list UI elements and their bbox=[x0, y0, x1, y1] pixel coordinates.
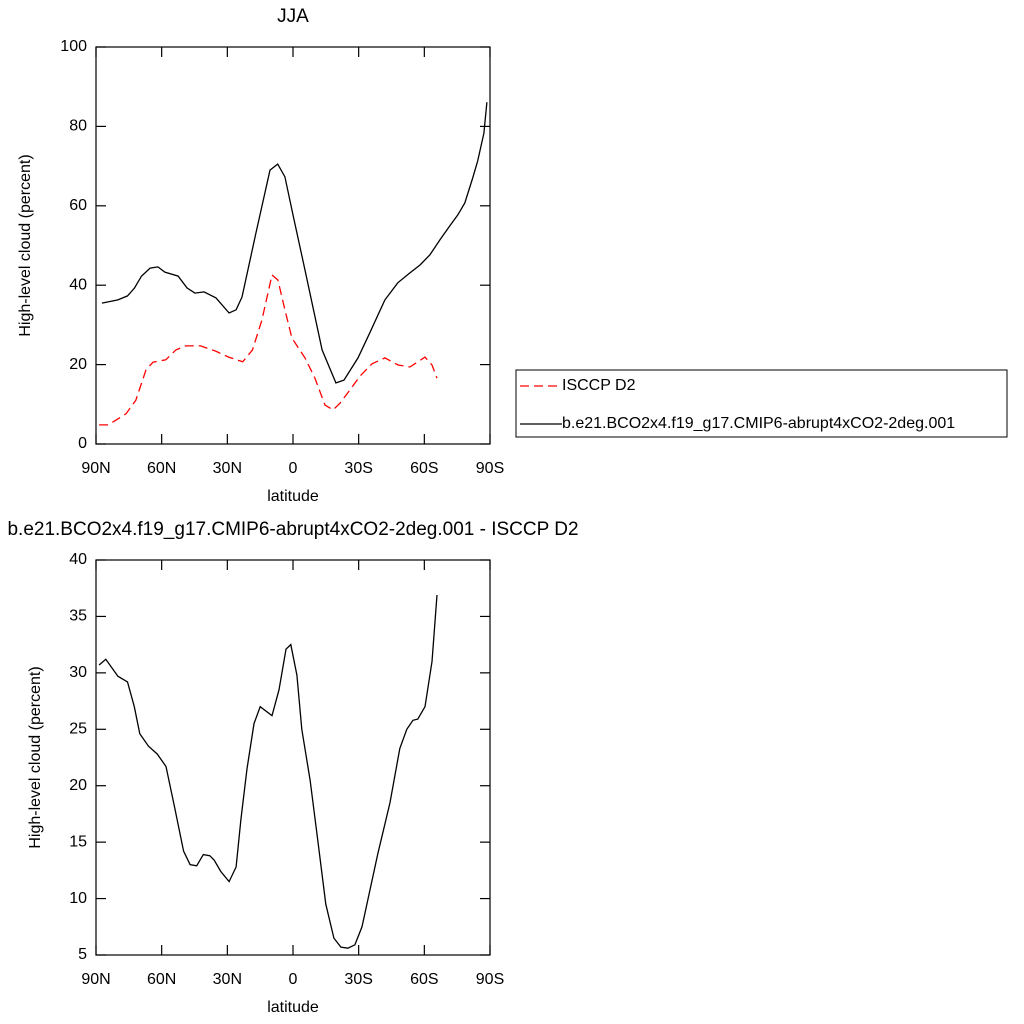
plot-frame bbox=[95, 46, 491, 445]
data-line bbox=[98, 594, 438, 949]
x-axis-label: latitude bbox=[267, 999, 319, 1016]
x-axis-label: latitude bbox=[267, 488, 319, 505]
x-tick-label: 30N bbox=[213, 971, 242, 988]
x-tick-label: 30N bbox=[213, 460, 242, 477]
x-tick-label: 30S bbox=[344, 971, 372, 988]
y-axis-label: High-level cloud (percent) bbox=[17, 154, 34, 336]
y-tick-label: 10 bbox=[69, 890, 87, 907]
chart-title: b.e21.BCO2x4.f19_g17.CMIP6-abrupt4xCO2-2… bbox=[7, 519, 578, 540]
y-tick-label: 80 bbox=[69, 118, 87, 135]
x-tick-label: 0 bbox=[289, 460, 298, 477]
y-tick-label: 15 bbox=[69, 833, 87, 850]
y-tick-label: 0 bbox=[78, 435, 87, 452]
plot-frame bbox=[95, 559, 491, 956]
legend-label: ISCCP D2 bbox=[562, 377, 636, 394]
x-tick-label: 60S bbox=[410, 460, 438, 477]
data-line bbox=[99, 273, 438, 426]
y-tick-label: 5 bbox=[78, 946, 87, 963]
y-tick-label: 35 bbox=[69, 608, 87, 625]
y-tick-label: 100 bbox=[60, 38, 87, 55]
x-tick-label: 60N bbox=[147, 971, 176, 988]
x-tick-label: 90N bbox=[81, 460, 110, 477]
x-tick-label: 90S bbox=[476, 971, 504, 988]
y-tick-label: 60 bbox=[69, 197, 87, 214]
y-tick-label: 25 bbox=[69, 721, 87, 738]
legend-box bbox=[515, 369, 1008, 438]
legend-label: b.e21.BCO2x4.f19_g17.CMIP6-abrupt4xCO2-2… bbox=[562, 415, 955, 432]
data-line bbox=[101, 102, 488, 384]
y-tick-label: 20 bbox=[69, 356, 87, 373]
y-tick-label: 30 bbox=[69, 664, 87, 681]
x-tick-label: 0 bbox=[289, 971, 298, 988]
y-axis-label: High-level cloud (percent) bbox=[27, 666, 44, 848]
x-tick-label: 30S bbox=[344, 460, 372, 477]
x-tick-label: 90N bbox=[81, 971, 110, 988]
y-tick-label: 40 bbox=[69, 276, 87, 293]
y-tick-label: 40 bbox=[69, 551, 87, 568]
x-tick-label: 60S bbox=[410, 971, 438, 988]
x-tick-label: 60N bbox=[147, 460, 176, 477]
y-tick-label: 20 bbox=[69, 777, 87, 794]
x-tick-label: 90S bbox=[476, 460, 504, 477]
chart-title: JJA bbox=[277, 6, 309, 27]
